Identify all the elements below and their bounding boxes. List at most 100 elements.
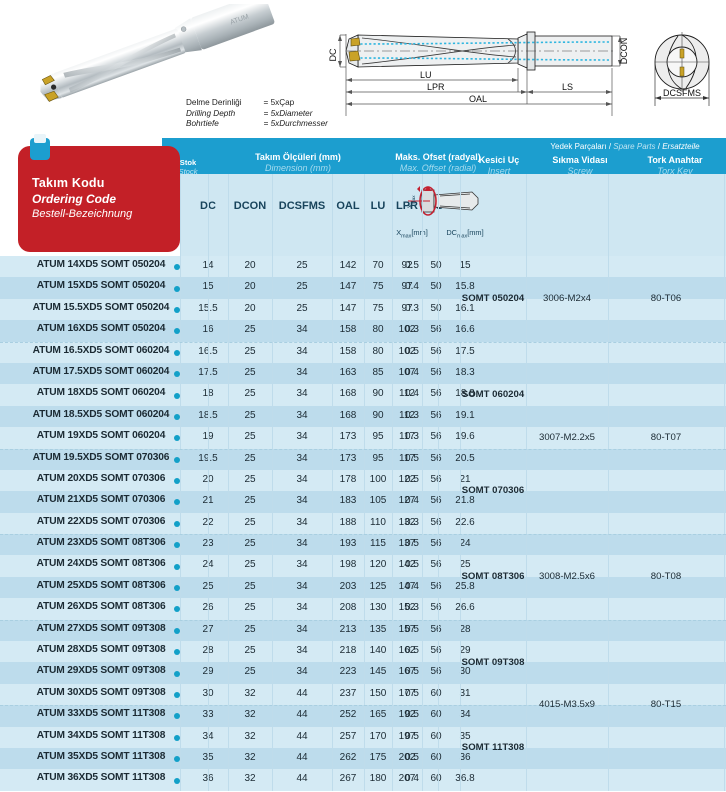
cell-lu: 105 <box>369 495 387 507</box>
screw-code-label: 3007-M2.2x5 <box>539 431 595 443</box>
depth-note-value-de: = 5xDurchmesser <box>263 119 328 129</box>
cell-oal: 252 <box>339 709 357 721</box>
table-row[interactable]: ATUM 20XD5 SOMT 070306202534178100122560… <box>0 469 726 492</box>
table-row[interactable]: ATUM 28XD5 SOMT 09T308282534218140162560… <box>0 641 726 663</box>
column-divider <box>526 174 527 791</box>
cell-oal: 168 <box>339 388 357 400</box>
table-row[interactable]: ATUM 19XD5 SOMT 06020419253417395117560.… <box>0 427 726 449</box>
table-row[interactable]: ATUM 14XD5 SOMT 0502041420251427092500.5… <box>0 256 726 278</box>
table-row[interactable]: ATUM 36XD5 SOMT 11T308363244267180207600… <box>0 769 726 791</box>
torx-code-label: 80-T07 <box>650 431 682 443</box>
table-row[interactable]: ATUM 18XD5 SOMT 06020418253416890112560.… <box>0 384 726 406</box>
cell-ls: 56 <box>430 666 442 678</box>
cell-lpr: 137 <box>398 538 416 550</box>
cell-dcmax: 35 <box>459 730 471 742</box>
table-row[interactable]: ATUM 19.5XD5 SOMT 07030619.5253417395117… <box>0 448 726 470</box>
cell-dcmax: 17.5 <box>455 345 475 357</box>
offset-diagram-icon: Xmax <box>407 186 479 216</box>
tool-code-cell: ATUM 14XD5 SOMT 050204 <box>36 259 166 270</box>
cell-dcmax: 29 <box>459 645 471 657</box>
table-row[interactable]: ATUM 34XD5 SOMT 11T308343244257170197600… <box>0 726 726 748</box>
cell-lu: 95 <box>372 452 384 464</box>
table-row[interactable]: ATUM 26XD5 SOMT 08T306262534208130152560… <box>0 598 726 620</box>
cell-dcmax: 25.8 <box>455 580 475 592</box>
column-divider <box>724 174 725 791</box>
table-row[interactable]: ATUM 15XD5 SOMT 0502041520251477597500.4… <box>0 277 726 299</box>
cell-dcon: 25 <box>244 345 256 357</box>
cell-lu: 80 <box>372 345 384 357</box>
cell-dcsfms: 34 <box>296 516 308 528</box>
cell-lu: 135 <box>369 623 387 635</box>
table-row[interactable]: ATUM 33XD5 SOMT 11T308333244252165192600… <box>0 705 726 727</box>
stock-header-tr: Stok <box>179 158 197 167</box>
cell-dcsfms: 34 <box>296 324 308 336</box>
dimension-header-en: Dimension (mm) <box>264 162 331 173</box>
cell-xmax: 0.3 <box>405 302 419 314</box>
cell-xmax: 0.5 <box>405 623 419 635</box>
tool-code-cell: ATUM 23XD5 SOMT 08T306 <box>36 537 166 549</box>
cell-dcmax: 19.6 <box>455 431 475 443</box>
table-row[interactable]: ATUM 18.5XD5 SOMT 06020418.5253416890112… <box>0 405 726 428</box>
cell-dcon: 25 <box>244 495 256 507</box>
cell-oal: 218 <box>339 645 357 657</box>
table-row[interactable]: ATUM 27XD5 SOMT 09T308272534213135157560… <box>0 619 726 642</box>
cell-oal: 183 <box>339 495 357 507</box>
cell-dcmax: 18.8 <box>455 388 475 400</box>
table-row[interactable]: ATUM 35XD5 SOMT 11T308353244262175202600… <box>0 747 726 770</box>
tool-code-cell: ATUM 34XD5 SOMT 11T308 <box>36 729 166 741</box>
column-divider <box>364 174 365 791</box>
cell-dcmax: 31 <box>459 687 471 699</box>
table-row[interactable]: ATUM 17.5XD5 SOMT 06020417.5253416385107… <box>0 362 726 385</box>
table-row[interactable]: ATUM 16XD5 SOMT 05020416253415880102560.… <box>0 320 726 342</box>
cell-lu: 75 <box>372 302 384 314</box>
drawing-label-oal: OAL <box>469 94 487 104</box>
cell-lpr: 202 <box>398 751 416 763</box>
cell-lpr: 157 <box>398 623 416 635</box>
cell-lpr: 162 <box>398 645 416 657</box>
table-row[interactable]: ATUM 21XD5 SOMT 070306212534183105127560… <box>0 491 726 513</box>
table-row[interactable]: ATUM 24XD5 SOMT 08T306242534198120142560… <box>0 555 726 577</box>
table-row[interactable]: ATUM 25XD5 SOMT 08T306252534203125147560… <box>0 576 726 599</box>
cell-dcsfms: 34 <box>296 345 308 357</box>
cell-lpr: 207 <box>398 773 416 785</box>
tool-code-cell: ATUM 17.5XD5 SOMT 060204 <box>32 365 170 377</box>
cell-dcsfms: 34 <box>296 538 308 550</box>
dimension-header-tr: Takım Ölçüleri (mm) <box>255 152 341 162</box>
cell-xmax: 0.5 <box>405 709 419 721</box>
cell-oal: 198 <box>339 559 357 571</box>
cell-dcon: 25 <box>244 559 256 571</box>
cell-ls: 60 <box>430 687 442 699</box>
stock-indicator-dot <box>174 392 180 399</box>
cell-lu: 85 <box>372 366 384 378</box>
cell-dcmax: 24 <box>459 538 471 550</box>
cell-ls: 56 <box>430 388 442 400</box>
cell-lu: 140 <box>369 645 387 657</box>
table-row[interactable]: ATUM 22XD5 SOMT 070306222534188110132560… <box>0 512 726 535</box>
cell-ls: 56 <box>430 409 442 421</box>
tool-code-cell: ATUM 16XD5 SOMT 050204 <box>36 323 166 335</box>
table-row[interactable]: ATUM 16.5XD5 SOMT 06020416.5253415880102… <box>0 341 726 363</box>
spare-parts-header: Yedek Parçaları / Spare Parts / Ersatzte… <box>550 142 700 151</box>
cell-oal: 158 <box>339 345 357 357</box>
column-divider <box>228 174 229 791</box>
cell-lu: 180 <box>369 773 387 785</box>
cell-dcsfms: 34 <box>296 645 308 657</box>
table-row[interactable]: ATUM 29XD5 SOMT 09T308292534223145167560… <box>0 662 726 684</box>
cell-oal: 168 <box>339 409 357 421</box>
cell-ls: 60 <box>430 773 442 785</box>
stock-indicator-dot <box>174 349 180 356</box>
stock-indicator-dot <box>174 456 180 463</box>
cell-dcon: 25 <box>244 538 256 550</box>
insert-code-label: SOMT 050204 <box>461 292 525 304</box>
tool-code-cell: ATUM 20XD5 SOMT 070306 <box>36 472 166 484</box>
group-separator <box>0 619 726 621</box>
column-header-lpr: LPR <box>396 200 418 212</box>
cell-dcon: 20 <box>244 281 256 293</box>
tool-code-cell: ATUM 33XD5 SOMT 11T308 <box>36 708 166 720</box>
stock-indicator-dot <box>174 413 180 420</box>
insert-header-tr: Kesici Uç <box>478 155 520 165</box>
cell-lu: 115 <box>370 538 386 550</box>
table-row[interactable]: ATUM 23XD5 SOMT 08T306232534193115137560… <box>0 534 726 556</box>
cell-lu: 125 <box>369 580 387 592</box>
table-row[interactable]: ATUM 30XD5 SOMT 09T308303244237150177600… <box>0 683 726 706</box>
